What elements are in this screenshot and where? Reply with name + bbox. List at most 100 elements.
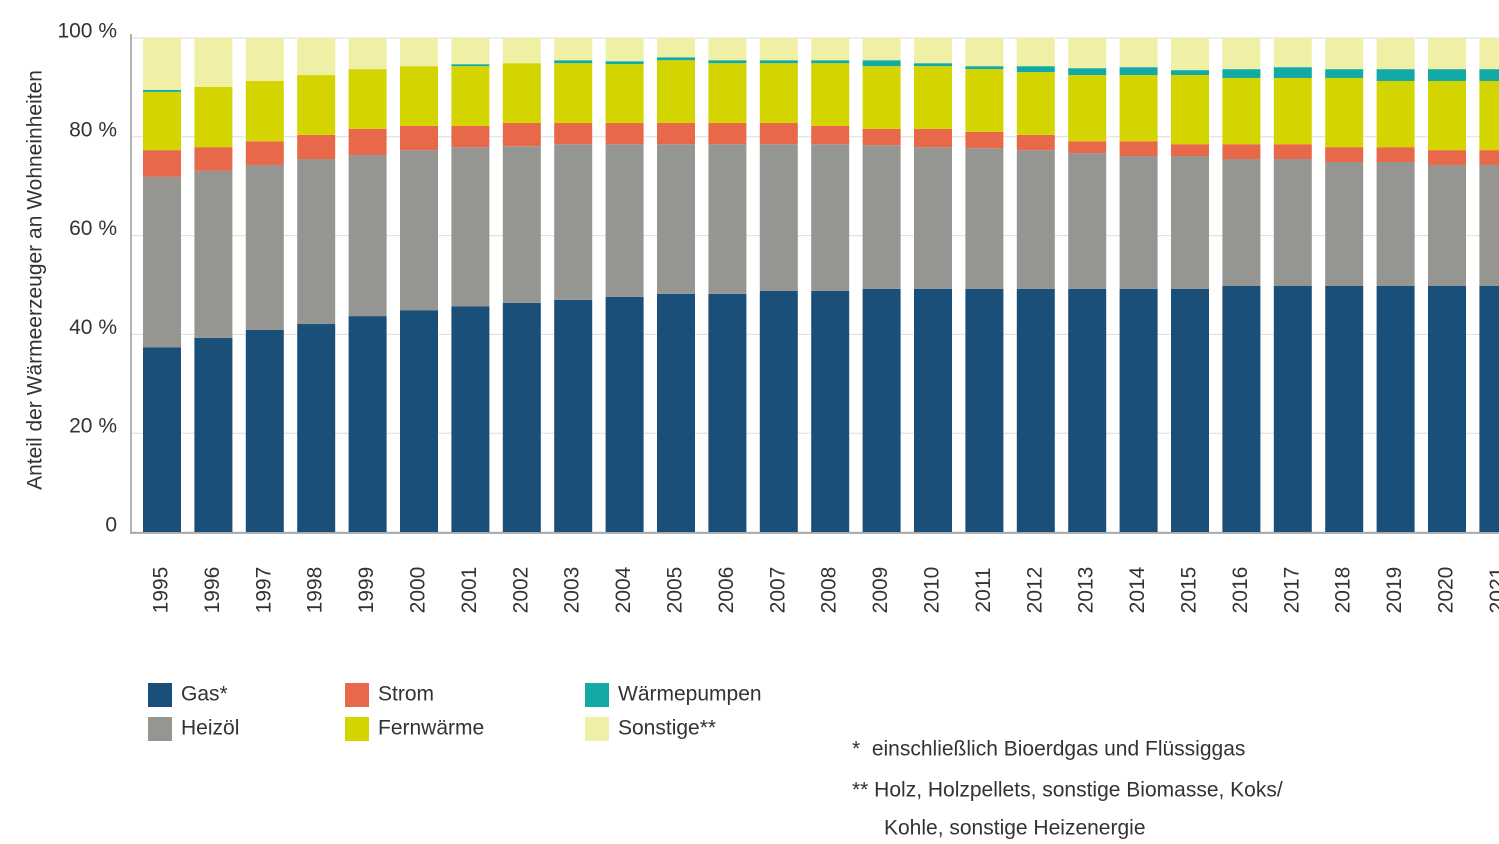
bar-segment [143, 91, 181, 151]
bar-segment [657, 38, 695, 58]
bar-segment [297, 75, 336, 135]
bar-segment [811, 38, 850, 61]
bar-segment [708, 144, 747, 294]
bar-segment [451, 147, 490, 307]
footnote: Kohle, sonstige Heizenergie [884, 817, 1146, 840]
bar-segment [297, 134, 336, 160]
bar-segment [554, 63, 593, 123]
bar-segment [1479, 38, 1499, 70]
bar-segment [914, 38, 952, 64]
bar-segment [1428, 38, 1466, 70]
bar-segment [1171, 144, 1209, 157]
bar-segment [1068, 75, 1107, 142]
x-tick-label: 2002 [509, 567, 532, 614]
bar-segment [759, 63, 798, 123]
bar-segment [348, 128, 387, 156]
bar-segment [1171, 288, 1209, 532]
x-tick-label: 2016 [1229, 567, 1252, 614]
bar-segment [400, 150, 438, 311]
x-tick-label: 1999 [355, 567, 378, 614]
legend-label: Heizöl [181, 717, 239, 740]
bar-segment [194, 147, 233, 171]
bar-segment [1273, 67, 1312, 79]
bar-segment [811, 290, 850, 532]
bar-segment [1479, 69, 1499, 81]
bar-segment [1016, 66, 1055, 73]
bar-segment [297, 159, 336, 325]
x-tick-label: 2005 [664, 567, 687, 614]
bar-segment [400, 125, 438, 151]
bar-segment [1325, 161, 1364, 286]
x-tick-label: 1996 [201, 567, 224, 614]
bar-segment [245, 329, 284, 532]
bar-segment [965, 288, 1004, 532]
bar-segment [914, 288, 952, 532]
x-tick-label: 2011 [972, 567, 995, 612]
y-tick-label: 20 % [69, 415, 117, 438]
bar-segment [554, 144, 593, 300]
bar-segment [245, 164, 284, 330]
bar-segment [143, 150, 181, 177]
bar-segment [554, 60, 593, 64]
bar-segment [657, 122, 695, 145]
bar-segment [605, 38, 644, 62]
bar-segment [605, 64, 644, 123]
bar-segment [811, 125, 850, 145]
y-tick-label: 100 % [57, 20, 117, 43]
bar-segment [143, 89, 181, 92]
bar-segment [1016, 38, 1055, 67]
bar-segment [605, 296, 644, 532]
bar-segment [914, 128, 952, 148]
x-tick-label: 2020 [1435, 567, 1458, 614]
footnote: * einschließlich Bioerdgas und Flüssigga… [852, 738, 1245, 761]
bar-segment [862, 288, 901, 532]
bar-segment [451, 125, 490, 148]
x-tick-label: 2003 [561, 567, 584, 614]
bar-segment [245, 80, 284, 142]
footnote: ** Holz, Holzpellets, sonstige Biomasse,… [852, 779, 1283, 802]
bar-segment [1068, 288, 1107, 532]
bar-segment [759, 122, 798, 145]
x-tick-label: 2012 [1023, 567, 1046, 614]
bar-segment [1325, 285, 1364, 532]
bar-segment [1222, 78, 1261, 145]
bar-segment [1171, 156, 1209, 289]
bar-segment [245, 141, 284, 165]
bar-segment [502, 302, 541, 532]
bar-segment [1428, 80, 1466, 151]
bar-segment [657, 144, 695, 294]
bar-segment [1068, 68, 1107, 76]
bar-segment [143, 38, 181, 90]
bar-segment [1222, 285, 1261, 532]
bar-segment [708, 60, 747, 64]
bar-segment [811, 60, 850, 64]
bar-segment [1016, 134, 1055, 151]
bar-segment [1273, 38, 1312, 68]
bar-segment [194, 38, 233, 87]
bar-segment [811, 144, 850, 291]
bar-segment [194, 337, 233, 532]
bar-segment [554, 299, 593, 532]
legend-label: Wärmepumpen [618, 683, 762, 706]
bar-segment [143, 347, 181, 532]
x-tick-label: 2010 [921, 567, 944, 614]
bar-segment [1068, 153, 1107, 289]
x-tick-label: 2017 [1280, 567, 1303, 614]
legend-swatch [148, 717, 172, 741]
x-tick-label: 2008 [818, 567, 841, 614]
bar-segment [1016, 150, 1055, 289]
bar-segment [1479, 285, 1499, 532]
bar-segment [1376, 161, 1415, 286]
bar-segment [1171, 75, 1209, 145]
bar-segment [965, 131, 1004, 149]
bar-segment [708, 38, 747, 61]
bar-segment [657, 60, 695, 123]
legend-swatch [148, 683, 172, 707]
bar-segment [862, 128, 901, 146]
legend-label: Fernwärme [378, 717, 484, 740]
bar-segment [1016, 288, 1055, 532]
bar-segment [862, 60, 901, 67]
bar-segment [348, 69, 387, 129]
bar-segment [451, 306, 490, 532]
bar-segment [862, 66, 901, 129]
